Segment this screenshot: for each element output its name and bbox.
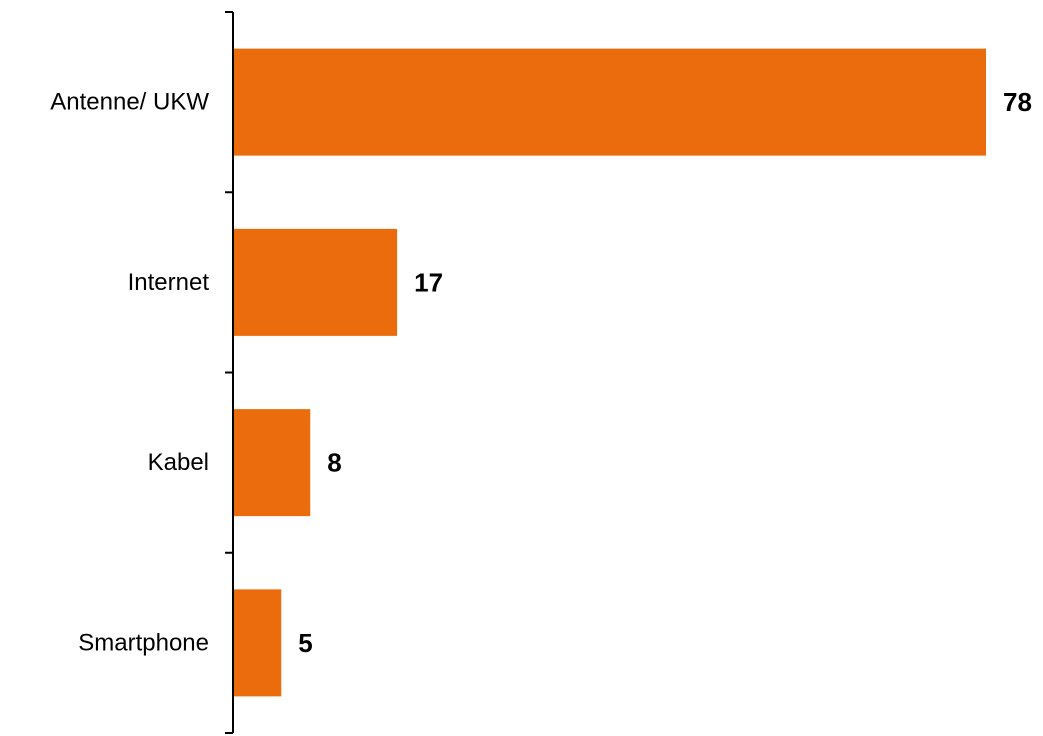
- value-label: 78: [1003, 87, 1032, 117]
- bar: [233, 228, 398, 336]
- value-label: 17: [414, 267, 443, 297]
- category-label: Smartphone: [78, 629, 209, 656]
- bar: [233, 589, 282, 697]
- value-label: 8: [327, 448, 341, 478]
- bar: [233, 409, 311, 517]
- value-label: 5: [298, 628, 312, 658]
- category-label: Kabel: [148, 449, 209, 476]
- bar: [233, 48, 986, 156]
- chart-marks: Antenne/ UKW 78 Internet 17 Kabel 8 Smartphone…: [50, 11, 1032, 734]
- category-label: Antenne/ UKW: [50, 89, 209, 116]
- category-label: Internet: [128, 269, 210, 296]
